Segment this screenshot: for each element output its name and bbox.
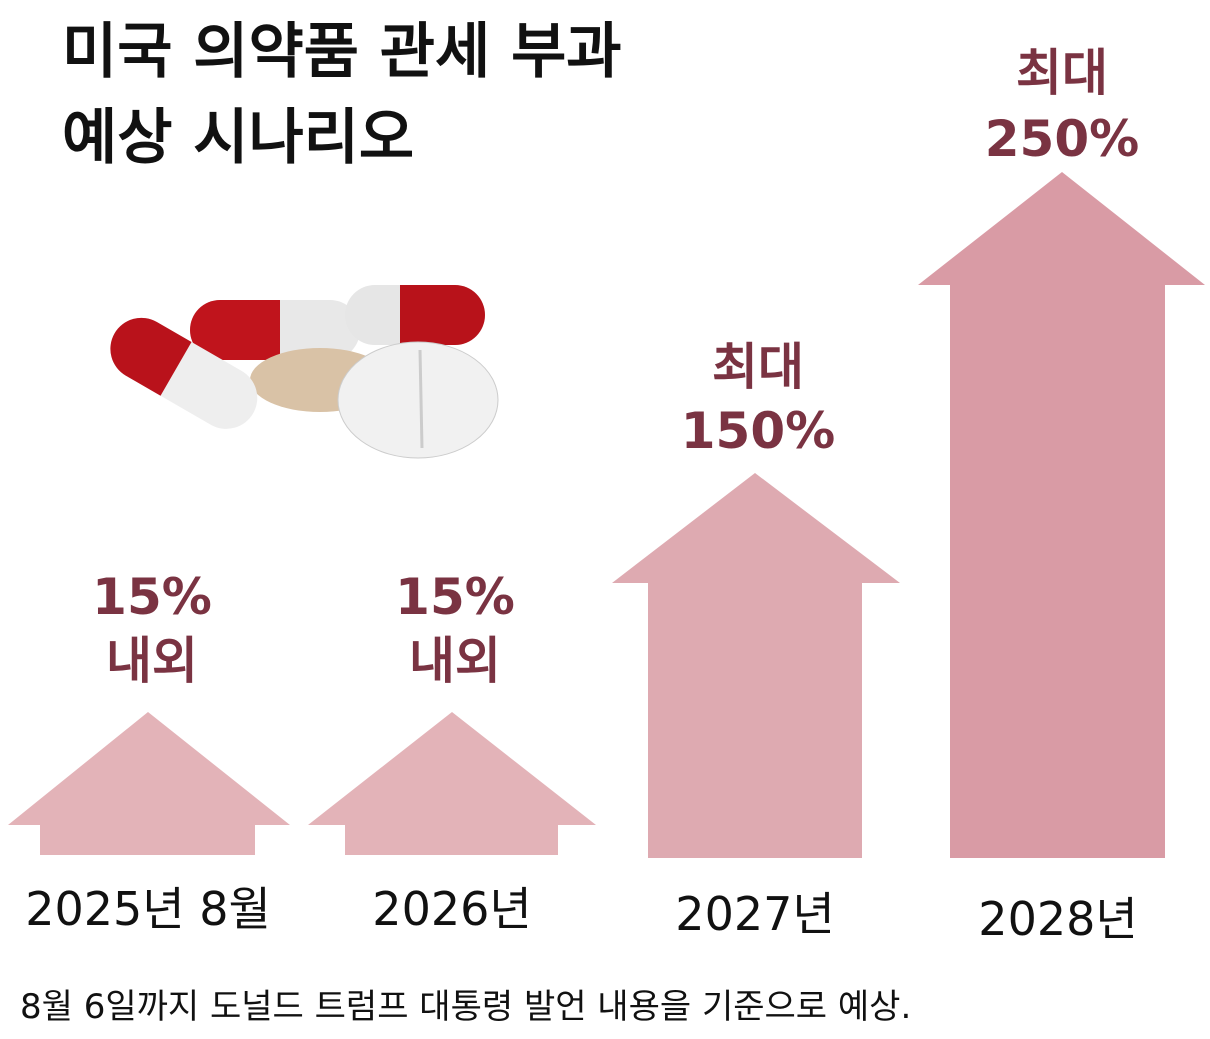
scenario-label: 15% <box>92 568 212 626</box>
scenario-label: 250% <box>985 110 1139 168</box>
period-label: 2028년 <box>978 892 1137 946</box>
arrow <box>8 712 290 855</box>
period-label: 2027년 <box>675 887 834 941</box>
period-label: 2026년 <box>372 882 531 936</box>
scenario-label: 내외 <box>106 632 198 690</box>
footnote: 8월 6일까지 도널드 트럼프 대통령 발언 내용을 기준으로 예상. <box>20 987 911 1027</box>
arrow <box>308 712 596 855</box>
scenario-label: 내외 <box>409 632 501 690</box>
period-label: 2025년 8월 <box>25 882 271 936</box>
scenario-label: 15% <box>395 568 515 626</box>
pills-illustration <box>110 285 499 459</box>
title-line: 미국 의약품 관세 부과 <box>62 17 621 87</box>
title-line: 예상 시나리오 <box>62 103 414 173</box>
scenario-label: 최대 <box>1016 44 1108 102</box>
scenario-label: 150% <box>681 402 835 460</box>
arrow <box>918 172 1205 858</box>
arrows <box>8 172 1205 858</box>
arrow <box>612 473 900 858</box>
scenario-label: 최대 <box>712 338 804 396</box>
